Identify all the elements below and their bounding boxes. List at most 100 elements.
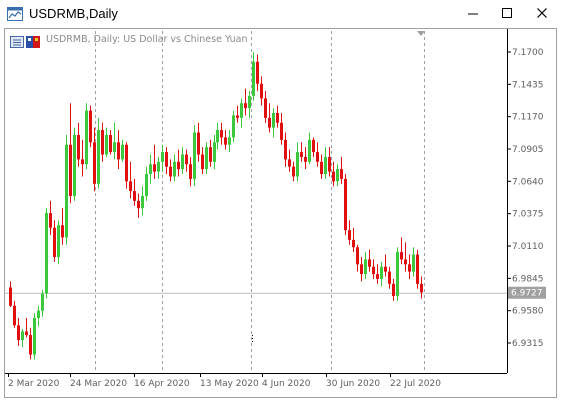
candle [105, 127, 108, 157]
candle-body [292, 166, 295, 177]
candle [260, 76, 263, 106]
candle-body [193, 132, 196, 179]
candle-body [117, 142, 120, 160]
candle [252, 52, 255, 101]
candle-body [121, 144, 124, 160]
candle-body [224, 137, 227, 145]
candle [41, 289, 44, 317]
candle-body [153, 164, 156, 172]
chart-shift-marker[interactable] [417, 31, 425, 36]
y-tick-label: 6.9315 [512, 339, 544, 349]
candle [89, 105, 92, 148]
x-tick-label: 13 May 2020 [200, 379, 259, 389]
candle [392, 278, 395, 301]
candle-body [173, 161, 176, 177]
candle-body [49, 213, 52, 228]
y-tick-label: 7.0110 [512, 242, 544, 252]
candle-body [348, 230, 351, 240]
close-button[interactable] [531, 3, 553, 23]
maximize-button[interactable] [496, 3, 518, 23]
y-tick-label: 7.0640 [512, 177, 544, 187]
candle [232, 110, 235, 143]
candle-body [205, 147, 208, 170]
candle [65, 134, 68, 245]
candle-body [61, 225, 64, 238]
candle-body [256, 61, 259, 84]
symbol-flag-icon[interactable] [26, 33, 40, 48]
candle [244, 88, 247, 116]
candle-body [45, 213, 48, 294]
candle [328, 147, 331, 177]
chart-frame[interactable] [4, 28, 557, 398]
candle-body [288, 159, 291, 167]
y-tick-label: 7.0375 [512, 210, 544, 220]
candle-body [9, 287, 12, 306]
candle [29, 327, 32, 360]
candle-body [17, 325, 20, 340]
candle [85, 103, 88, 170]
candle-body [268, 117, 271, 128]
candle-body [209, 147, 212, 162]
current-price-tag [508, 286, 546, 299]
candle [49, 200, 52, 236]
candle-body [149, 164, 152, 175]
candle-body [352, 239, 355, 248]
window-titlebar: USDRMB,Daily [0, 0, 563, 26]
y-tick-label: 6.9845 [512, 274, 544, 284]
candle-body [248, 95, 251, 109]
candle-body [101, 130, 104, 155]
candle-body [232, 115, 235, 138]
candle-body [388, 271, 391, 284]
candle-body [384, 266, 387, 272]
candle [420, 276, 423, 299]
candle [145, 166, 148, 201]
candle [364, 252, 367, 279]
candle [320, 154, 323, 179]
candle-body [316, 152, 319, 162]
candle [296, 142, 299, 182]
candle-body [41, 293, 44, 311]
y-tick-label: 6.9580 [512, 307, 544, 317]
candle [264, 91, 267, 123]
candle-body [372, 266, 375, 275]
candle-body [344, 178, 347, 231]
candle-body [284, 139, 287, 160]
candle [97, 117, 100, 189]
candle [205, 142, 208, 175]
x-tick-label: 24 Mar 2020 [70, 379, 127, 389]
window-title: USDRMB,Daily [29, 5, 118, 21]
current-price-label: 6.9727 [511, 289, 543, 299]
candle [161, 144, 164, 172]
candle-body [416, 254, 419, 284]
candle [25, 317, 28, 338]
candle [372, 259, 375, 279]
candle [73, 127, 76, 201]
candle-body [304, 156, 307, 162]
candle-body [181, 154, 184, 170]
bars-icon[interactable] [10, 33, 24, 48]
candle [316, 142, 319, 167]
candle [113, 122, 116, 160]
candle [57, 220, 60, 265]
candle [53, 220, 56, 262]
x-tick-label: 30 Jun 2020 [326, 379, 380, 389]
candle [17, 317, 20, 347]
candle [109, 130, 112, 155]
candle-body [336, 169, 339, 182]
candle-body [137, 200, 140, 209]
candle-body [236, 115, 239, 118]
candle-body [29, 335, 32, 355]
minimize-button[interactable] [462, 3, 484, 23]
candle-body [141, 195, 144, 209]
candle-body [240, 103, 243, 118]
candle [149, 154, 152, 184]
x-tick-label: 2 Mar 2020 [8, 379, 60, 389]
candle-body [340, 169, 343, 179]
candle [276, 105, 279, 128]
candle [37, 305, 40, 327]
candle [236, 105, 239, 123]
candle-body [312, 139, 315, 153]
candle [404, 242, 407, 272]
candle-body [380, 266, 383, 279]
